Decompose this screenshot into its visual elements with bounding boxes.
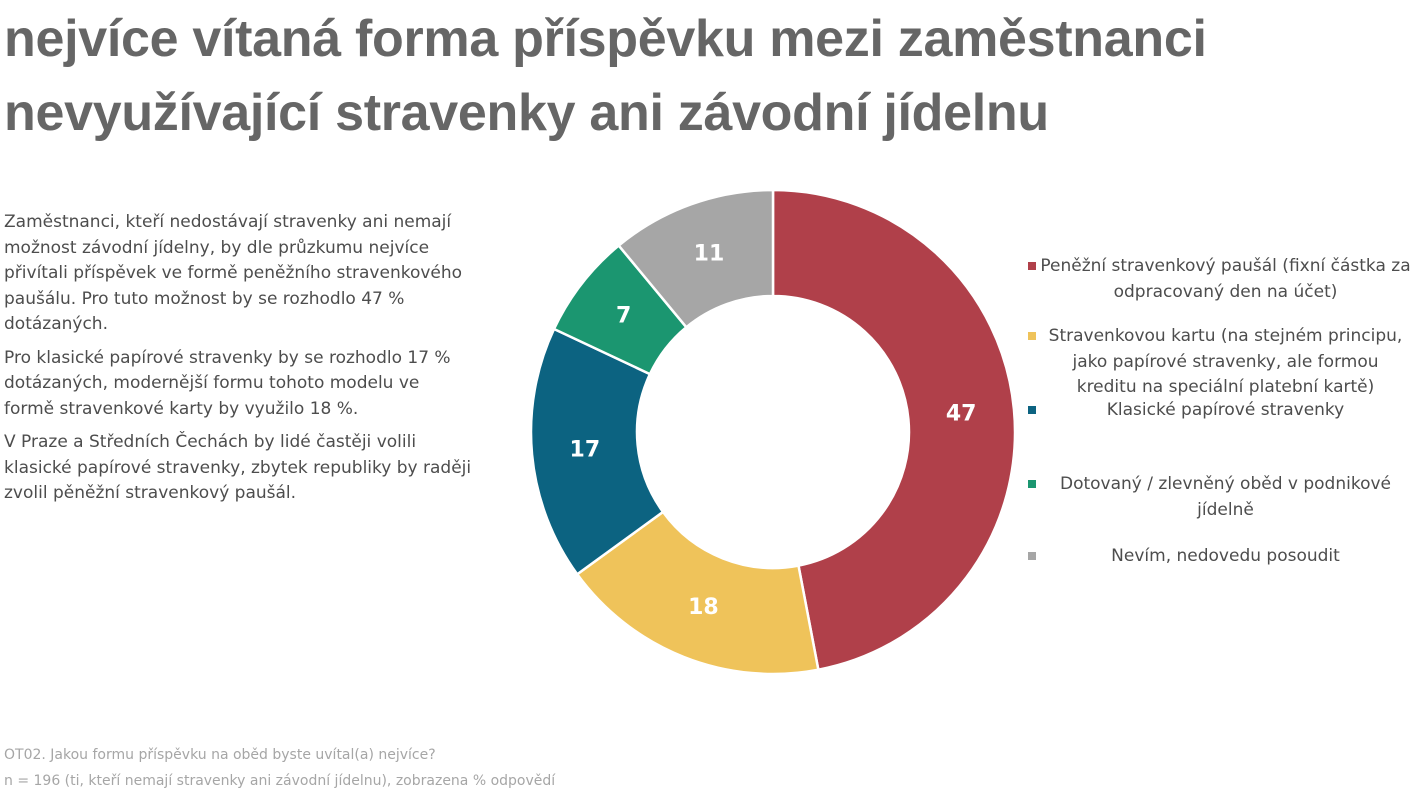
footnote-sample: n = 196 (ti, kteří nemají stravenky ani … [4, 773, 556, 789]
donut-value-labels: 47 18 17 7 11 [570, 242, 977, 621]
page-title: nejvíce vítaná forma příspěvku mezi zamě… [4, 2, 1404, 150]
legend-item-3: Dotovaný / zlevněný oběd v podnikové jíd… [1024, 472, 1411, 523]
donut-slice-4 [616, 188, 775, 329]
legend-swatch-1 [1028, 332, 1036, 340]
footnote: OT02. Jakou formu příspěvku na oběd byst… [4, 742, 555, 794]
legend-swatch-0 [1028, 262, 1036, 270]
title-line-2: nevyužívající stravenky ani závodní jíde… [4, 84, 1049, 142]
donut-slice-2 [529, 327, 665, 576]
legend-swatch-2 [1028, 406, 1036, 414]
footnote-question: OT02. Jakou formu příspěvku na oběd byst… [4, 747, 436, 763]
legend-swatch-4 [1028, 552, 1036, 560]
chart-legend: Peněžní stravenkový paušál (fixní částka… [1024, 0, 1411, 794]
slice-value-label-4: 11 [694, 242, 725, 267]
description-paragraph-2: Pro klasické papírové stravenky by se ro… [4, 347, 451, 419]
legend-swatch-3 [1028, 480, 1036, 488]
donut-slice-0 [771, 188, 1017, 672]
legend-item-4: Nevím, nedovedu posoudit [1024, 544, 1411, 570]
legend-label-1: Stravenkovou kartu (na stejném principu,… [1048, 326, 1403, 397]
legend-label-0: Peněžní stravenkový paušál (fixní částka… [1040, 256, 1411, 302]
slice-value-label-2: 17 [570, 437, 601, 462]
legend-item-2: Klasické papírové stravenky [1024, 398, 1411, 424]
legend-item-0: Peněžní stravenkový paušál (fixní částka… [1024, 254, 1411, 305]
legend-label-3: Dotovaný / zlevněný oběd v podnikové jíd… [1060, 474, 1391, 520]
legend-item-1: Stravenkovou kartu (na stejném principu,… [1024, 324, 1411, 401]
description-paragraph-1: Zaměstnanci, kteří nedostávají stravenky… [4, 212, 463, 334]
description-paragraph-3: V Praze a Středních Čechách by lidé čast… [4, 432, 472, 503]
donut-slices [529, 188, 1017, 676]
slice-value-label-0: 47 [946, 402, 977, 427]
donut-slice-1 [575, 510, 820, 676]
slice-value-label-1: 18 [688, 595, 719, 620]
legend-label-2: Klasické papírové stravenky [1106, 400, 1345, 420]
legend-label-4: Nevím, nedovedu posoudit [1111, 546, 1340, 566]
title-line-1: nejvíce vítaná forma příspěvku mezi zamě… [4, 10, 1207, 68]
description: Zaměstnanci, kteří nedostávají stravenky… [4, 210, 474, 515]
slice-value-label-3: 7 [616, 304, 631, 329]
